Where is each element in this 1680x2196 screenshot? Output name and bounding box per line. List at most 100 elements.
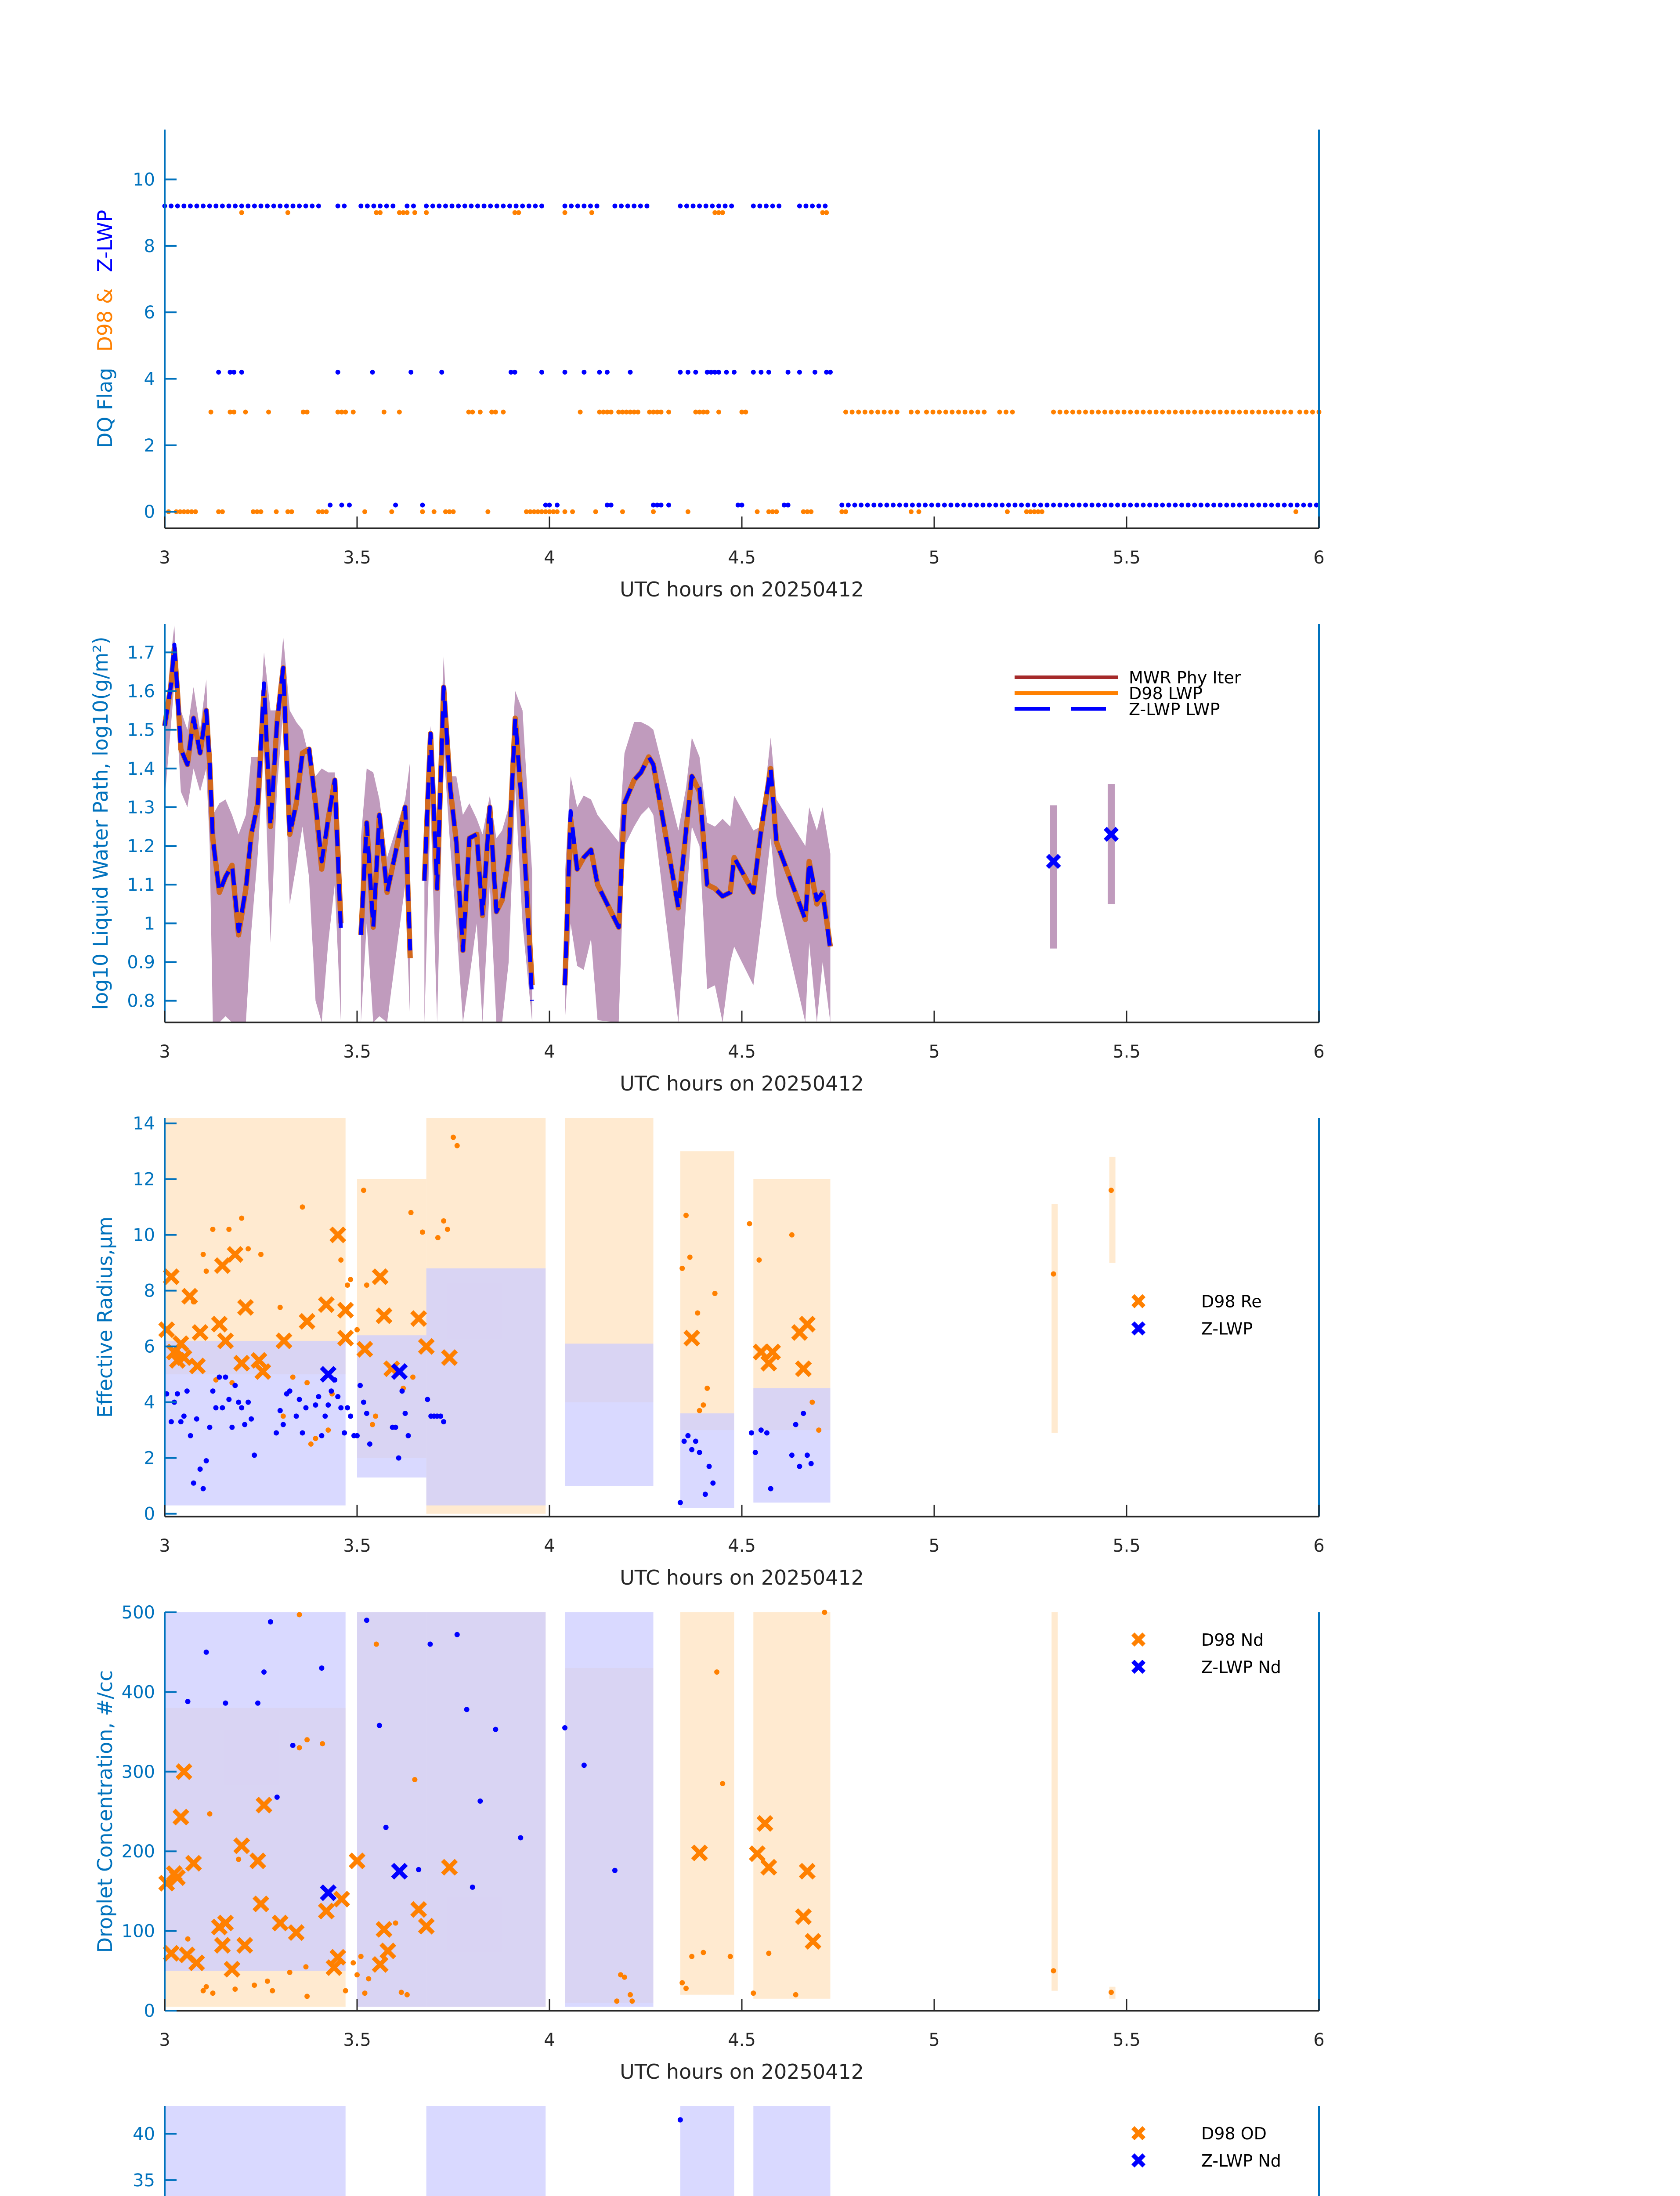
z-lwp-dq-point [803,203,809,209]
d98-re-marker [441,1349,458,1366]
z-lwp-dq-point [335,203,340,209]
d98-dq-point [809,509,814,514]
z-lwp-dq-point [604,502,610,508]
d98-nd-marker [255,1796,273,1814]
legend-marker-d98-re [1131,1294,1146,1308]
d98-re-marker [172,1335,189,1352]
d98-re-marker [250,1352,267,1369]
z-lwp-dq-point [763,203,769,209]
d98-dq-point [608,409,614,415]
d98-dq-point [285,210,290,215]
lwp-y-tick-label: 1.2 [127,836,155,856]
d98-dq-point [193,509,198,514]
d98-dq-point [335,409,340,415]
d98-nd-point [766,1950,772,1956]
z-lwp-dq-point [252,203,257,209]
zlwp-lwp-line [163,643,832,1001]
d98-dq-point [274,509,279,514]
dq-flag-x-tick-label: 5.5 [1113,548,1141,568]
d98-re-point [203,1268,209,1274]
d98-re-point [441,1218,447,1224]
z-lwp-dq-point [1262,502,1268,508]
dq-flag-y-tick-label: 4 [144,369,155,390]
z-lwp-dq-point [216,369,221,375]
z-lwp-dq-point [632,203,637,209]
z-lwp-dq-point [693,369,698,375]
z-lwp-dq-point [207,203,212,209]
z-lwp-dq-point [708,369,714,375]
z-lwp-re-point [335,1394,341,1399]
z-lwp-dq-point [968,502,973,508]
z-lwp-dq-point [1070,502,1075,508]
d98-dq-point [943,409,948,415]
reff-x-tick-label: 3.5 [343,1536,371,1556]
d98-re-marker [175,1349,192,1366]
z-lwp-re-point [329,1388,334,1394]
d98-re-point [308,1441,314,1447]
d98-dq-point [516,210,521,215]
z-lwp-dq-point [678,203,683,209]
z-lwp-dq-point [405,203,410,209]
d98-re-marker [376,1307,393,1324]
z-lwp-dq-point [903,502,909,508]
d98-dq-point [937,409,942,415]
d98-dq-point [216,509,221,514]
z-lwp-dq-point [735,502,741,508]
z-lwp-dq-point [1077,502,1082,508]
d98-dq-point [1198,409,1203,415]
z-lwp-dq-point [411,203,416,209]
d98-nd-point [207,1811,213,1817]
d98-dq-point [658,409,664,415]
z-lwp-dq-point [1025,502,1030,508]
z-lwp-dq-point [481,203,487,209]
z-lwp-dq-point [303,203,308,209]
z-lwp-nd-point [203,1649,209,1655]
z-lwp-re-point [296,1397,302,1402]
d98-dq-point [820,210,825,215]
z-lwp-dq-point [512,369,517,375]
z-lwp-re-point [768,1486,773,1492]
d98-re-marker [683,1329,701,1347]
od-y-tick-label: 40 [133,2124,155,2144]
z-lwp-nd-point [518,1835,524,1841]
d98-re-point [697,1408,702,1413]
reff-x-tick-label: 3 [159,1536,170,1556]
d98-dq-point [651,409,656,415]
z-lwp-dq-point [678,369,683,375]
z-lwp-re-point [232,1383,238,1388]
z-lwp-dq-point [916,502,921,508]
d98-re-uncertainty-band [680,1151,734,1430]
d98-re-point [246,1246,251,1252]
legend-label-zlwp-lwp: Z-LWP LWP [1129,700,1220,719]
d98-dq-point [862,409,867,415]
d98-re-marker [798,1315,816,1333]
z-lwp-dq-point [770,203,775,209]
d98-dq-point [997,409,1002,415]
lwp-marks [162,625,1119,1022]
z-lwp-re-point [174,1391,180,1397]
z-lwp-dq-point [1205,502,1210,508]
d98-nd-marker [214,1937,231,1954]
d98-dq-point [1096,409,1101,415]
d98-re-marker [189,1358,206,1375]
z-lwp-dq-point [233,203,238,209]
d98-dq-point [1173,409,1178,415]
d98-re-point [338,1257,344,1263]
z-lwp-nd-point [261,1669,267,1675]
d98-dq-point [597,409,602,415]
d98-nd-point [398,1990,404,1995]
z-lwp-dq-point [555,502,560,508]
dq-flag-x-tick-label: 3 [159,548,170,568]
d98-nd-marker [329,1949,347,1966]
z-lwp-dq-point [342,203,347,209]
z-lwp-re-point [274,1430,279,1436]
z-lwp-nd-marker [320,1884,337,1901]
nd-x-tick-label: 4 [544,2030,555,2050]
legend-marker-d98-nd [1131,1632,1146,1647]
z-lwp-dq-point [1173,502,1178,508]
d98-nd-uncertainty-band [753,1612,831,1999]
z-lwp-nd-point [364,1618,369,1623]
nd-legend: D98 Nd Z-LWP Nd [1131,1630,1281,1677]
d98-re-point [364,1282,369,1288]
z-lwp-dq-point [220,203,225,209]
